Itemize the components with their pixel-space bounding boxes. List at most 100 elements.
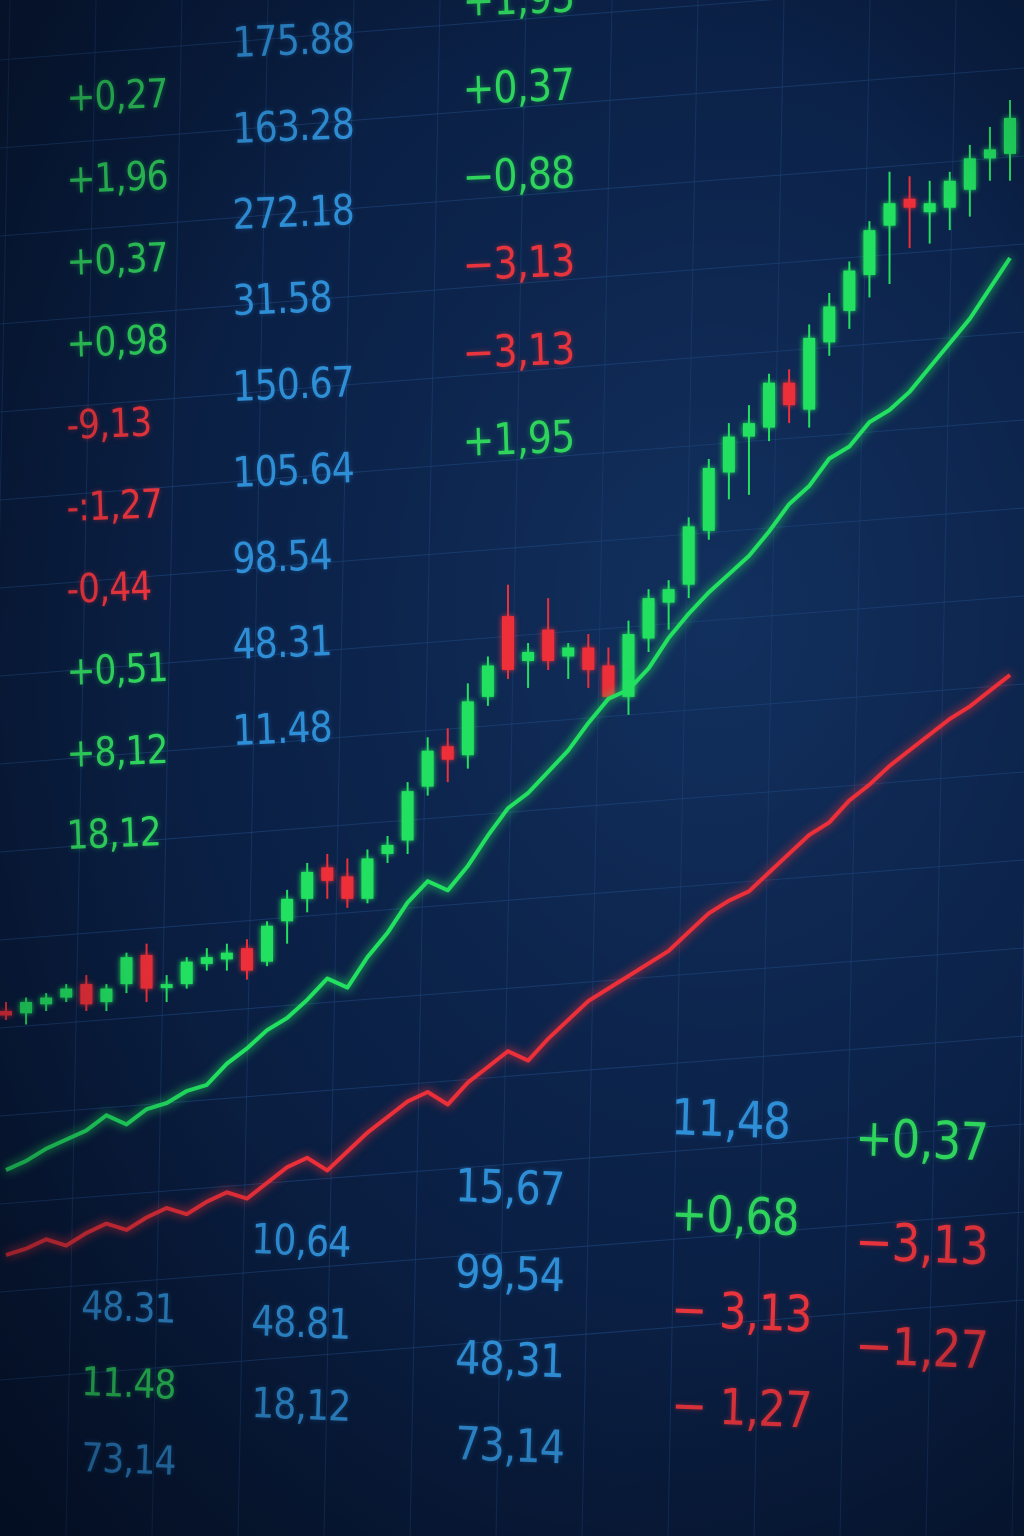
candle-body xyxy=(441,746,454,760)
candlestick xyxy=(160,975,173,1003)
candle-body xyxy=(963,158,976,190)
candle-body xyxy=(763,382,776,428)
candle-body xyxy=(642,598,655,639)
candle-body xyxy=(823,306,836,343)
candlestick xyxy=(0,1002,12,1020)
candlestick xyxy=(903,176,916,249)
candlestick xyxy=(100,984,113,1012)
candle-body xyxy=(381,844,394,854)
candle-body xyxy=(1004,117,1016,154)
candle-body xyxy=(281,898,294,922)
candlestick xyxy=(883,171,896,284)
candle-body xyxy=(80,984,93,1005)
candle-body xyxy=(240,948,253,971)
candlestick xyxy=(361,849,374,904)
candle-body xyxy=(923,203,936,213)
candle-body xyxy=(220,952,233,960)
red-trend-line xyxy=(5,673,1012,1257)
candle-body xyxy=(140,954,153,989)
candlestick xyxy=(281,889,294,944)
candle-body xyxy=(843,270,856,311)
candlestick xyxy=(642,589,655,652)
green-trend-line xyxy=(5,256,1012,1172)
candlestick xyxy=(381,836,394,863)
candlestick xyxy=(60,984,73,1003)
candle-body xyxy=(903,198,916,208)
candlestick xyxy=(823,292,836,356)
candle-body xyxy=(803,337,816,410)
candlestick xyxy=(321,853,334,899)
candle-body xyxy=(722,436,735,473)
candle-body xyxy=(301,871,314,899)
candlestick xyxy=(602,647,615,702)
candle-body xyxy=(120,957,133,985)
candlestick xyxy=(582,634,595,688)
candle-body xyxy=(200,957,213,964)
candlestick xyxy=(783,369,796,424)
candle-body xyxy=(943,180,956,208)
candle-body xyxy=(883,203,896,226)
candlestick xyxy=(261,921,274,967)
candlestick xyxy=(1004,100,1016,181)
candle-body xyxy=(863,230,876,276)
candlestick xyxy=(622,620,635,715)
candle-body xyxy=(0,1011,12,1016)
candle-body xyxy=(180,961,193,985)
candle-body xyxy=(341,876,354,899)
candlestick xyxy=(40,993,53,1012)
candle-body xyxy=(401,791,414,841)
candlestick xyxy=(702,459,715,540)
candlestick xyxy=(401,782,414,854)
candle-body xyxy=(682,526,695,585)
candle-body xyxy=(522,652,535,661)
candlestick xyxy=(120,952,133,994)
candlestick xyxy=(80,975,93,1012)
candlestick xyxy=(441,728,454,783)
candle-body xyxy=(602,665,615,697)
candlestick xyxy=(803,324,816,428)
candle-body xyxy=(582,647,595,670)
candle-body xyxy=(481,665,494,697)
candlestick xyxy=(481,656,494,706)
candlestick xyxy=(983,126,996,181)
candlestick xyxy=(421,737,434,796)
candle-body xyxy=(60,988,73,998)
candlestick xyxy=(923,180,936,244)
candle-body xyxy=(562,647,575,657)
candlestick xyxy=(722,423,735,500)
candlestick xyxy=(562,643,575,679)
candlestick xyxy=(301,862,314,913)
candle-body xyxy=(662,589,675,603)
candlestick xyxy=(542,598,555,670)
candlestick xyxy=(461,683,474,769)
candle-body xyxy=(461,701,474,756)
candlestick xyxy=(522,643,535,688)
candle-body xyxy=(160,984,173,989)
candlestick xyxy=(220,943,233,971)
candle-body xyxy=(100,988,113,1003)
candlestick xyxy=(943,171,956,231)
candle-body xyxy=(40,997,53,1005)
candlestick xyxy=(662,580,675,630)
candlestick xyxy=(200,948,213,971)
candle-body xyxy=(502,616,514,670)
candle-body xyxy=(542,629,555,661)
candlestick xyxy=(963,144,976,217)
candle-body xyxy=(421,750,434,787)
candlestick xyxy=(240,939,253,980)
candlestick xyxy=(863,221,876,298)
candle-body xyxy=(361,858,374,899)
candlestick xyxy=(140,943,153,1003)
candle-body xyxy=(20,1002,33,1014)
candle-body xyxy=(983,149,996,159)
candlestick xyxy=(20,997,33,1025)
candlestick xyxy=(763,373,776,442)
candle-body xyxy=(742,423,755,437)
candlestick xyxy=(502,584,514,679)
candlestick xyxy=(843,261,856,329)
candlestick xyxy=(742,405,755,495)
candle-body xyxy=(702,468,715,531)
candlestick xyxy=(180,957,193,989)
